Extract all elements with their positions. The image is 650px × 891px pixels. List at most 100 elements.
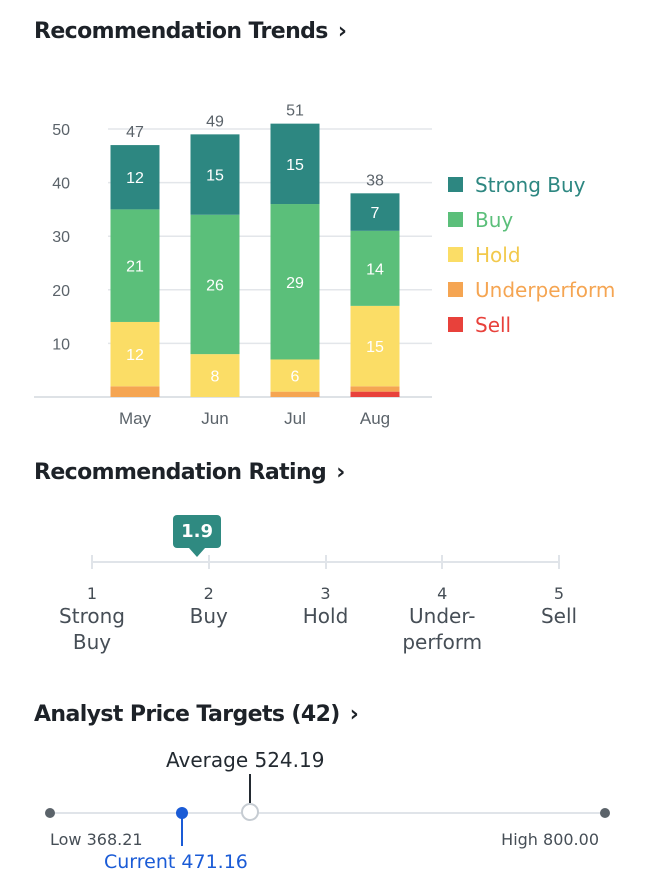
rating-value-badge: 1.9 — [173, 515, 222, 557]
x-tick-label: May — [119, 409, 152, 428]
bar-segment-sell — [350, 391, 400, 397]
bar-segment-buy — [350, 230, 400, 306]
y-tick-label: 10 — [52, 336, 70, 353]
recommendation-rating-title[interactable]: Recommendation Rating › — [34, 460, 345, 485]
high-target-label: High 800.00 — [501, 830, 599, 849]
bar-segment-underperform — [110, 386, 160, 397]
rating-scale-label: 4 Under-perform — [382, 585, 502, 655]
bar-segment-strong-buy — [110, 145, 160, 210]
recommendation-trends-title[interactable]: Recommendation Trends › — [34, 19, 347, 44]
bar-total-label: 51 — [286, 103, 304, 120]
y-tick-label: 30 — [52, 229, 70, 246]
rating-scale-tick — [91, 555, 93, 569]
rating-scale-text: Buy — [189, 604, 228, 628]
rating-scale-text: perform — [402, 630, 483, 654]
legend-label: Sell — [475, 312, 512, 337]
average-target-label: Average 524.19 — [166, 748, 325, 772]
rating-scale-number: 4 — [437, 584, 448, 603]
legend-item-hold[interactable]: Hold — [448, 237, 615, 272]
bar-value-label: 12 — [126, 170, 144, 187]
bar-value-label: 26 — [206, 277, 224, 294]
chart-legend: Strong Buy Buy Hold Underperform Sell — [448, 167, 615, 342]
rating-scale-tick — [324, 555, 327, 569]
rating-scale-tick — [558, 555, 560, 569]
rating-scale-label: 3 Hold — [266, 585, 386, 629]
rating-scale-tick — [441, 555, 444, 569]
bar-segment-hold — [350, 305, 400, 387]
rating-scale-number: 3 — [320, 584, 331, 603]
bar-segment-underperform — [350, 386, 400, 392]
recommendation-rating-label: Recommendation Rating — [34, 460, 327, 485]
legend-item-buy[interactable]: Buy — [448, 202, 615, 237]
legend-swatch — [448, 247, 463, 262]
y-tick-label: 20 — [52, 283, 70, 300]
x-tick-label: Jul — [284, 409, 306, 428]
rating-scale-label: 5 Sell — [499, 585, 619, 629]
legend-swatch — [448, 282, 463, 297]
current-price-stem — [181, 813, 184, 846]
legend-label: Buy — [475, 207, 514, 232]
legend-item-strong-buy[interactable]: Strong Buy — [448, 167, 615, 202]
bar-value-label: 6 — [291, 369, 300, 386]
rating-scale-text: Hold — [302, 604, 349, 628]
rating-scale-number: 2 — [203, 584, 214, 603]
chevron-right-icon: › — [349, 702, 359, 727]
legend-swatch — [448, 212, 463, 227]
bar-total-label: 49 — [206, 113, 224, 130]
bar-segment-strong-buy — [350, 193, 400, 231]
bar-value-label: 15 — [206, 168, 224, 185]
rating-scale-text: Under- — [409, 604, 476, 628]
average-target-stem — [249, 774, 252, 803]
bar-segment-strong-buy — [190, 134, 240, 215]
bar-value-label: 8 — [211, 369, 220, 386]
bar-segment-buy — [190, 214, 240, 355]
recommendation-trends-label: Recommendation Trends — [34, 19, 328, 44]
legend-label: Strong Buy — [475, 172, 586, 197]
bar-total-label: 38 — [366, 172, 384, 189]
bar-segment-buy — [110, 209, 160, 322]
bar-value-label: 15 — [286, 157, 304, 174]
legend-item-underperform[interactable]: Underperform — [448, 272, 615, 307]
x-tick-label: Aug — [360, 409, 390, 428]
chevron-right-icon: › — [336, 460, 345, 485]
legend-label: Underperform — [475, 277, 616, 302]
bar-value-label: 7 — [371, 205, 380, 222]
bar-value-label: 14 — [366, 261, 384, 278]
current-price-marker — [176, 807, 189, 819]
legend-swatch — [448, 177, 463, 192]
bar-value-label: 21 — [126, 259, 144, 276]
legend-item-sell[interactable]: Sell — [448, 307, 615, 342]
price-target-track — [50, 812, 605, 814]
current-price-label: Current 471.16 — [104, 851, 248, 873]
bar-value-label: 29 — [286, 275, 304, 292]
rating-scale-text: Buy — [72, 630, 112, 654]
bar-total-label: 47 — [126, 124, 144, 141]
rating-scale-label: 2 Buy — [149, 585, 269, 629]
rating-scale-number: 1 — [86, 584, 98, 603]
rating-scale-text: Sell — [540, 604, 578, 628]
rating-scale-text: Strong — [59, 604, 125, 628]
chevron-right-icon: › — [337, 19, 347, 44]
legend-label: Hold — [475, 242, 521, 267]
analyst-price-targets-label: Analyst Price Targets (42) — [34, 702, 340, 727]
bar-segment-buy — [270, 204, 320, 360]
analyst-price-targets-title[interactable]: Analyst Price Targets (42) › — [34, 702, 359, 727]
bar-segment-strong-buy — [270, 123, 320, 205]
high-target-marker — [600, 808, 610, 818]
bar-segment-hold — [110, 321, 160, 387]
y-tick-label: 50 — [52, 122, 70, 139]
bar-segment-hold — [270, 359, 320, 392]
bar-value-label: 12 — [126, 347, 144, 364]
rating-scale-tick — [207, 555, 210, 569]
bar-value-label: 15 — [366, 339, 384, 356]
rating-scale-label: 1 Strong Buy — [32, 585, 152, 655]
rating-scale-number: 5 — [553, 584, 565, 603]
legend-swatch — [448, 317, 463, 332]
y-tick-label: 40 — [52, 176, 70, 193]
low-target-marker — [45, 808, 55, 818]
average-target-marker — [241, 803, 260, 821]
x-tick-label: Jun — [201, 409, 228, 428]
bar-segment-hold — [190, 354, 240, 397]
bar-segment-underperform — [270, 391, 320, 397]
